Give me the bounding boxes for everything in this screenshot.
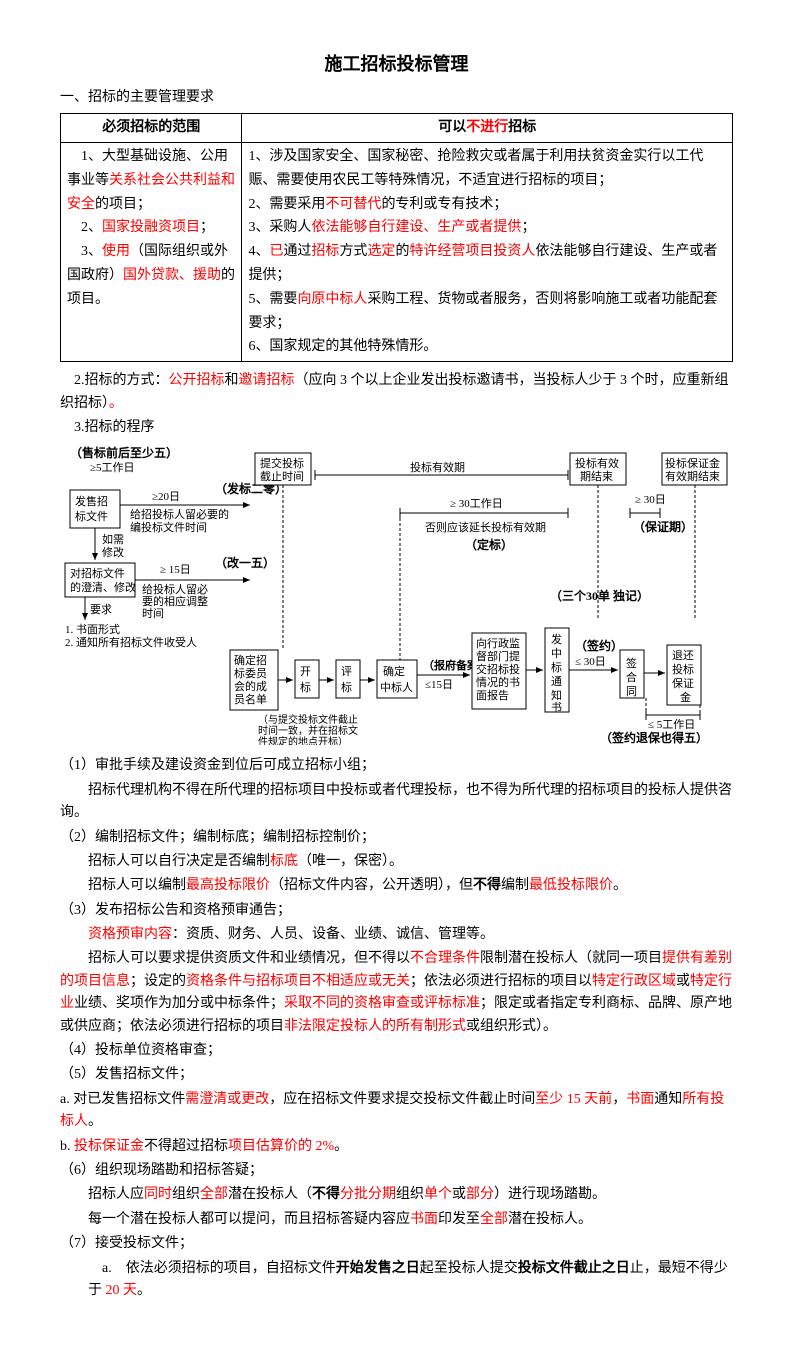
svg-text:截止时间: 截止时间 [260, 469, 304, 483]
svg-text:中标人: 中标人 [380, 680, 413, 694]
svg-text:书: 书 [551, 701, 562, 714]
p1-1: （1）审批手续及建设资金到位后可成立招标小组； [60, 755, 733, 777]
svg-text:（定标）: （定标） [465, 537, 513, 552]
svg-text:≤ 30日: ≤ 30日 [575, 656, 606, 668]
svg-text:提交投标: 提交投标 [260, 456, 304, 470]
svg-text:（保证期）: （保证期） [633, 519, 693, 534]
line-3: 3.招标的程序 [60, 417, 733, 439]
svg-text:评: 评 [341, 665, 352, 678]
svg-text:标: 标 [551, 660, 562, 674]
svg-text:面报告: 面报告 [476, 688, 509, 702]
svg-text:发: 发 [551, 632, 562, 646]
svg-text:（改一五）: （改一五） [215, 555, 275, 570]
p5: （5）发售招标文件； [60, 1064, 733, 1086]
pb: b. 投标保证金不得超过招标项目估算价的 2%。 [60, 1136, 733, 1158]
svg-text:有效期结束: 有效期结束 [665, 469, 720, 483]
svg-text:督部门提: 督部门提 [476, 649, 520, 663]
svg-text:投标有效: 投标有效 [575, 456, 619, 470]
svg-text:要的相应调整: 要的相应调整 [142, 594, 208, 608]
th-right: 可以不进行招标 [242, 114, 733, 143]
svg-text:中: 中 [551, 647, 562, 660]
svg-text:同: 同 [626, 686, 637, 698]
svg-text:≥20日: ≥20日 [152, 491, 180, 503]
svg-text:开: 开 [300, 666, 311, 678]
svg-text:≤ 5工作日: ≤ 5工作日 [648, 718, 695, 731]
svg-text:要求: 要求 [90, 603, 112, 616]
svg-text:件规定的地点开标）: 件规定的地点开标） [258, 735, 348, 745]
svg-text:给招投标人留必要的: 给招投标人留必要的 [130, 507, 229, 521]
bidding-scope-table: 必须招标的范围 可以不进行招标 1、大型基础设施、公用事业等关系社会公共利益和安… [60, 113, 733, 362]
svg-text:（售标前后至少五）: （售标前后至少五） [70, 445, 178, 460]
svg-text:签: 签 [626, 656, 637, 670]
line-2: 2.招标的方式：公开招标和邀请招标（应向 3 个以上企业发出投标邀请书，当投标人… [60, 370, 733, 415]
svg-text:1. 书面形式: 1. 书面形式 [65, 623, 120, 636]
svg-text:向行政监: 向行政监 [476, 636, 520, 650]
svg-text:确定: 确定 [383, 664, 405, 678]
section-1-heading: 一、招标的主要管理要求 [60, 87, 733, 109]
page-title: 施工招标投标管理 [60, 50, 733, 79]
p6: （6）组织现场踏勘和招标答疑； [60, 1160, 733, 1182]
svg-text:确定招: 确定招 [234, 653, 267, 667]
p3-2: 资格预审内容：资质、财务、人员、设备、业绩、诚信、管理等。 [60, 924, 733, 946]
svg-text:标: 标 [300, 680, 311, 694]
svg-text:给投标人留必: 给投标人留必 [142, 582, 208, 596]
process-diagram: text { font-family: "SimSun","宋体",serif;… [60, 445, 733, 745]
svg-text:会的成: 会的成 [234, 679, 267, 693]
svg-text:≥ 30工作日: ≥ 30工作日 [450, 497, 503, 510]
td-right: 1、涉及国家安全、国家秘密、抢险救灾或者属于利用扶贫资金实行以工代赈、需要使用农… [242, 142, 733, 361]
svg-text:投标保证金: 投标保证金 [665, 456, 720, 470]
p6-2: 招标人应同时组织全部潜在投标人（不得分批分期组织单个或部分）进行现场踏勘。 [60, 1184, 733, 1206]
svg-text:保证: 保证 [672, 676, 694, 690]
svg-text:对招标文件: 对招标文件 [70, 566, 125, 580]
p3-1: （3）发布招标公告和资格预审通告； [60, 900, 733, 922]
svg-text:标文件: 标文件 [75, 509, 108, 523]
svg-text:≥ 15日: ≥ 15日 [160, 564, 191, 576]
svg-text:的澄清、修改: 的澄清、修改 [70, 580, 136, 594]
svg-text:2. 通知所有招标文件收受人: 2. 通知所有招标文件收受人 [65, 635, 197, 649]
p1-2: 招标代理机构不得在所代理的招标项目中投标或者代理投标，也不得为所代理的招标项目的… [60, 780, 733, 825]
svg-text:如需: 如需 [102, 532, 124, 546]
svg-text:修改: 修改 [102, 545, 124, 559]
th-left: 必须招标的范围 [61, 114, 242, 143]
svg-text:≥5工作日: ≥5工作日 [90, 461, 135, 474]
svg-text:（签约退保也得五）: （签约退保也得五） [600, 730, 708, 745]
svg-text:（签约）: （签约） [575, 638, 623, 653]
svg-text:标: 标 [341, 680, 352, 694]
p6-3: 每一个潜在投标人都可以提问，而且招标答疑内容应书面印发至全部潜在投标人。 [60, 1209, 733, 1231]
svg-text:编投标文件时间: 编投标文件时间 [130, 520, 207, 534]
svg-text:员名单: 员名单 [234, 692, 267, 706]
svg-text:退还: 退还 [672, 649, 694, 662]
svg-text:时间: 时间 [142, 607, 164, 620]
svg-text:知: 知 [551, 688, 562, 702]
p4: （4）投标单位资格审查； [60, 1040, 733, 1062]
pa: a. 对已发售招标文件需澄清或更改，应在招标文件要求提交投标文件截止时间至少 1… [60, 1089, 733, 1134]
svg-text:（三个30单 独记）: （三个30单 独记） [550, 588, 649, 603]
svg-text:期结束: 期结束 [580, 470, 613, 483]
p3-3: 招标人可以要求提供资质文件和业绩情况，但不得以不合理条件限制潜在投标人（就同一项… [60, 948, 733, 1038]
p2-3: 招标人可以编制最高投标限价（招标文件内容，公开透明），但不得编制最低投标限价。 [60, 875, 733, 897]
p7-a: a. 依法必须招标的项目，自招标文件开始发售之日起至投标人提交投标文件截止之日止… [60, 1258, 733, 1303]
svg-text:标委员: 标委员 [234, 666, 267, 680]
svg-text:情况的书: 情况的书 [476, 675, 520, 689]
svg-text:≤15日: ≤15日 [425, 679, 453, 691]
svg-text:交招标投: 交招标投 [476, 662, 520, 676]
svg-text:否则应该延长投标有效期: 否则应该延长投标有效期 [425, 520, 546, 534]
svg-text:时间一致，并在招标文: 时间一致，并在招标文 [258, 724, 358, 737]
svg-text:发售招: 发售招 [75, 494, 108, 508]
svg-text:（与提交投标文件截止: （与提交投标文件截止 [258, 713, 358, 726]
svg-text:投标: 投标 [672, 662, 694, 676]
svg-text:≥ 30日: ≥ 30日 [635, 494, 666, 506]
p2-2: 招标人可以自行决定是否编制标底（唯一，保密）。 [60, 851, 733, 873]
p2-1: （2）编制招标文件；编制标底；编制招标控制价； [60, 827, 733, 849]
svg-text:金: 金 [680, 690, 691, 704]
p7: （7）接受投标文件； [60, 1233, 733, 1255]
svg-text:投标有效期: 投标有效期 [410, 460, 465, 474]
svg-text:合: 合 [626, 670, 637, 684]
svg-text:通: 通 [551, 675, 562, 688]
td-left: 1、大型基础设施、公用事业等关系社会公共利益和安全的项目； 2、国家投融资项目；… [61, 142, 242, 361]
